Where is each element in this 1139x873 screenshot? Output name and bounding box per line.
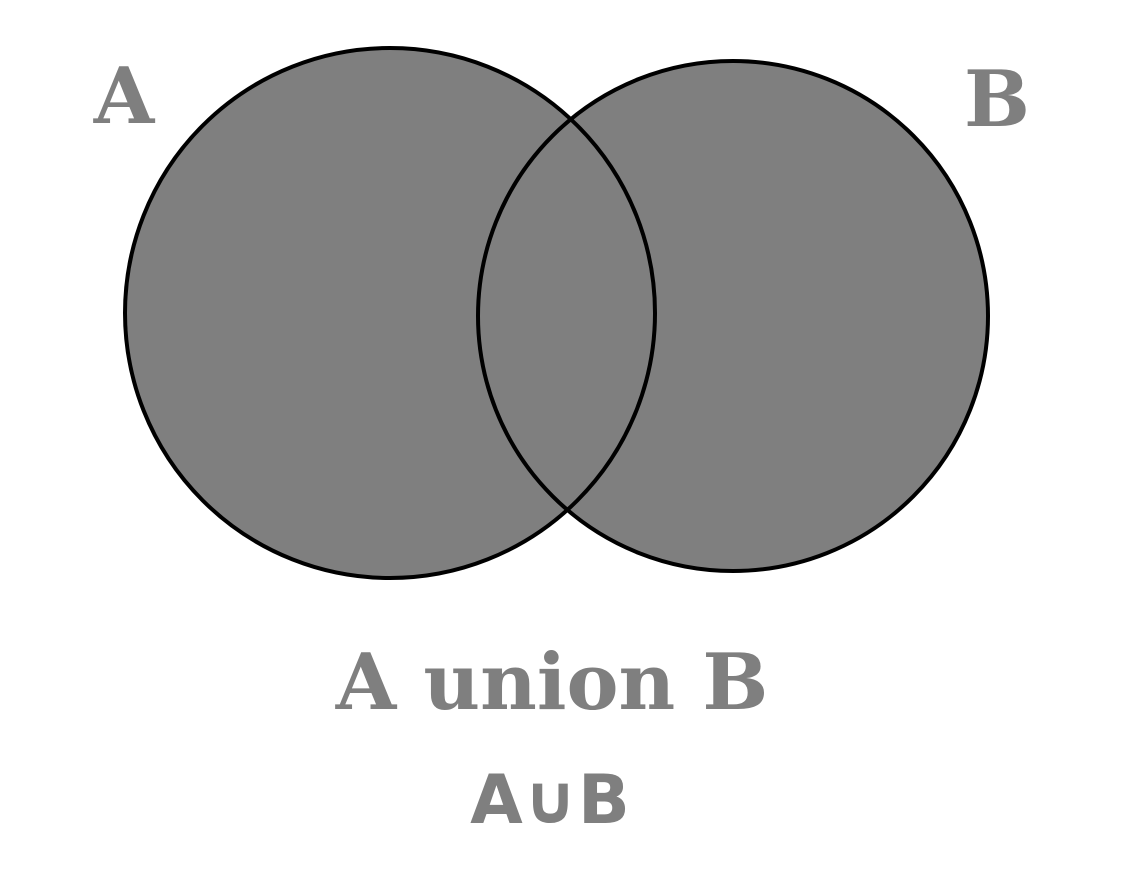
set-notation: A∪B [470, 761, 630, 840]
set-b-fill [478, 61, 988, 571]
set-b-outline [476, 59, 990, 573]
set-a-outline [123, 46, 657, 580]
set-a-label: A [93, 51, 156, 142]
set-b-label: B [964, 54, 1030, 145]
diagram-caption: A union B [335, 637, 769, 728]
